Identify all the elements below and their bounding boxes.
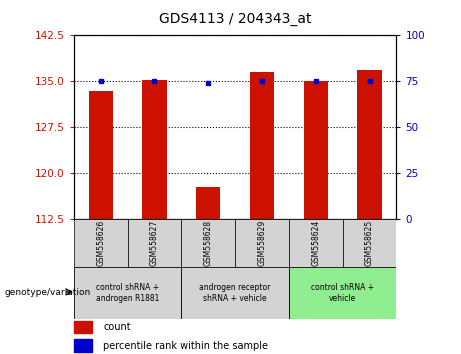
Bar xyxy=(304,81,328,219)
Text: percentile rank within the sample: percentile rank within the sample xyxy=(103,341,268,350)
FancyBboxPatch shape xyxy=(289,267,396,319)
Text: GSM558626: GSM558626 xyxy=(96,220,105,267)
FancyBboxPatch shape xyxy=(74,219,128,267)
Text: GSM558625: GSM558625 xyxy=(365,220,374,267)
Bar xyxy=(196,187,220,219)
Text: control shRNA +
vehicle: control shRNA + vehicle xyxy=(311,283,374,303)
Bar xyxy=(142,80,166,219)
FancyBboxPatch shape xyxy=(343,219,396,267)
Text: GSM558629: GSM558629 xyxy=(258,220,266,267)
Text: GSM558624: GSM558624 xyxy=(311,220,320,267)
FancyBboxPatch shape xyxy=(289,219,343,267)
Bar xyxy=(74,321,92,333)
Text: GSM558627: GSM558627 xyxy=(150,220,159,267)
Text: GDS4113 / 204343_at: GDS4113 / 204343_at xyxy=(159,12,311,27)
Text: androgen receptor
shRNA + vehicle: androgen receptor shRNA + vehicle xyxy=(200,283,271,303)
Bar xyxy=(89,91,113,219)
Bar xyxy=(74,339,92,352)
FancyBboxPatch shape xyxy=(181,267,289,319)
Text: control shRNA +
androgen R1881: control shRNA + androgen R1881 xyxy=(96,283,159,303)
Text: GSM558628: GSM558628 xyxy=(204,220,213,267)
FancyBboxPatch shape xyxy=(128,219,181,267)
FancyBboxPatch shape xyxy=(181,219,235,267)
FancyBboxPatch shape xyxy=(235,219,289,267)
Text: count: count xyxy=(103,322,131,332)
Text: genotype/variation: genotype/variation xyxy=(5,287,91,297)
Bar xyxy=(357,70,382,219)
FancyBboxPatch shape xyxy=(74,267,181,319)
Bar xyxy=(250,72,274,219)
